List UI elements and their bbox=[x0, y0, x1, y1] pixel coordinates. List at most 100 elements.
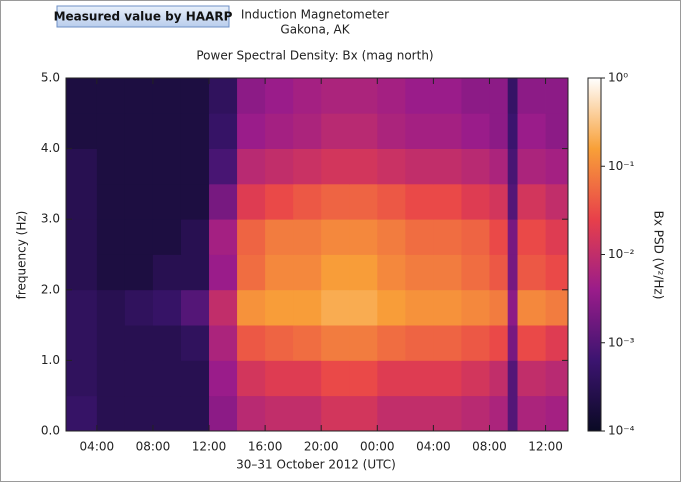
heatmap-cell bbox=[517, 360, 546, 397]
chart-title: Induction Magnetometer bbox=[241, 8, 389, 22]
heatmap-cell bbox=[461, 148, 490, 185]
colorbar-label: Bx PSD (V²/Hz) bbox=[652, 211, 666, 300]
colorbar-tick-label: 10⁻³ bbox=[608, 335, 635, 349]
heatmap-cell bbox=[66, 113, 98, 149]
heatmap-cell bbox=[405, 113, 434, 149]
heatmap-cell bbox=[293, 289, 322, 326]
chart-subtitle: Gakona, AK bbox=[280, 23, 350, 37]
heatmap-cell bbox=[209, 325, 238, 361]
heatmap-cell bbox=[124, 113, 154, 149]
y-tick-label: 3.0 bbox=[41, 212, 60, 226]
heatmap-cell bbox=[237, 219, 266, 255]
annotation: Measured value by HAARP bbox=[54, 10, 233, 24]
heatmap-cell bbox=[321, 360, 350, 397]
heatmap-cell bbox=[124, 254, 154, 291]
x-tick-label: 08:00 bbox=[136, 440, 171, 454]
heatmap-cell bbox=[152, 325, 182, 361]
y-axis-label: frequency (Hz) bbox=[15, 211, 29, 300]
heatmap-cell bbox=[377, 289, 406, 326]
heatmap-cell bbox=[517, 113, 546, 149]
heatmap-cell bbox=[152, 254, 182, 291]
heatmap-cell bbox=[124, 183, 154, 220]
heatmap-cell bbox=[349, 148, 378, 185]
heatmap-cell bbox=[321, 289, 350, 326]
heatmap-cell bbox=[321, 254, 350, 291]
heatmap-cell bbox=[545, 254, 569, 291]
x-tick-label: 12:00 bbox=[192, 440, 227, 454]
heatmap-cell bbox=[66, 148, 98, 185]
heatmap-cell bbox=[349, 325, 378, 361]
heatmap-cell bbox=[209, 183, 238, 220]
x-tick-label: 20:00 bbox=[304, 440, 339, 454]
heatmap-cell bbox=[349, 395, 378, 432]
y-tick-label: 5.0 bbox=[41, 71, 60, 85]
heatmap-cell bbox=[545, 395, 569, 432]
heatmap-cell bbox=[507, 183, 518, 220]
heatmap-cell bbox=[209, 289, 238, 326]
heatmap-cell bbox=[321, 183, 350, 220]
annotation-box bbox=[56, 5, 230, 28]
heatmap-cell bbox=[96, 148, 126, 185]
heatmap-cell bbox=[507, 360, 518, 397]
heatmap-cell bbox=[433, 219, 462, 255]
heatmap-cell bbox=[180, 78, 210, 114]
x-tick-label: 12:00 bbox=[528, 440, 563, 454]
heatmap-cell bbox=[265, 360, 294, 397]
heatmap-cell bbox=[433, 254, 462, 291]
heatmap-cell bbox=[180, 113, 210, 149]
heatmap-cell bbox=[545, 289, 569, 326]
heatmap-cell bbox=[66, 183, 98, 220]
heatmap-cell bbox=[265, 148, 294, 185]
heatmap-cell bbox=[209, 113, 238, 149]
heatmap-cell bbox=[209, 148, 238, 185]
heatmap-cell bbox=[433, 148, 462, 185]
heatmap-cell bbox=[545, 325, 569, 361]
heatmap-cell bbox=[152, 113, 182, 149]
heatmap-cell bbox=[321, 78, 350, 114]
heatmap-cell bbox=[209, 360, 238, 397]
heatmap-cell bbox=[180, 360, 210, 397]
heatmap-cell bbox=[461, 219, 490, 255]
heatmap-cell bbox=[507, 289, 518, 326]
heatmap-cell bbox=[517, 148, 546, 185]
heatmap-cell bbox=[461, 183, 490, 220]
heatmap-cell bbox=[545, 183, 569, 220]
heatmap-cell bbox=[237, 395, 266, 432]
y-tick-label: 0.0 bbox=[41, 424, 60, 438]
heatmap-cell bbox=[377, 148, 406, 185]
heatmap-cell bbox=[461, 254, 490, 291]
heatmap-cell bbox=[377, 183, 406, 220]
heatmap-cell bbox=[96, 360, 126, 397]
x-tick-label: 08:00 bbox=[472, 440, 507, 454]
heatmap-cell bbox=[152, 360, 182, 397]
heatmap-cell bbox=[433, 183, 462, 220]
colorbar-tick-label: 10⁻⁴ bbox=[608, 424, 635, 438]
heatmap-cell bbox=[265, 289, 294, 326]
heatmap-cell bbox=[405, 289, 434, 326]
heatmap-cell bbox=[377, 395, 406, 432]
colorbar bbox=[587, 77, 602, 432]
heatmap-cell bbox=[349, 183, 378, 220]
heatmap-cell bbox=[507, 395, 518, 432]
heatmap-cell bbox=[66, 78, 98, 114]
heatmap-cell bbox=[237, 183, 266, 220]
heatmap-cell bbox=[405, 78, 434, 114]
heatmap-cell bbox=[321, 148, 350, 185]
heatmap-cell bbox=[405, 395, 434, 432]
heatmap-cell bbox=[517, 183, 546, 220]
heatmap-cell bbox=[152, 148, 182, 185]
heatmap-cell bbox=[265, 113, 294, 149]
heatmap-cell bbox=[293, 395, 322, 432]
heatmap-cell bbox=[66, 254, 98, 291]
heatmap-cell bbox=[96, 395, 126, 432]
heatmap-cell bbox=[433, 395, 462, 432]
heatmap-cell bbox=[489, 325, 509, 361]
colorbar-tick-label: 10⁰ bbox=[608, 71, 628, 85]
heatmap-cell bbox=[349, 78, 378, 114]
heatmap-cell bbox=[377, 325, 406, 361]
heatmap-cell bbox=[545, 219, 569, 255]
heatmap-cell bbox=[507, 113, 518, 149]
heatmap-cell bbox=[209, 219, 238, 255]
heatmap-cell bbox=[507, 254, 518, 291]
heatmap-cell bbox=[66, 325, 98, 361]
